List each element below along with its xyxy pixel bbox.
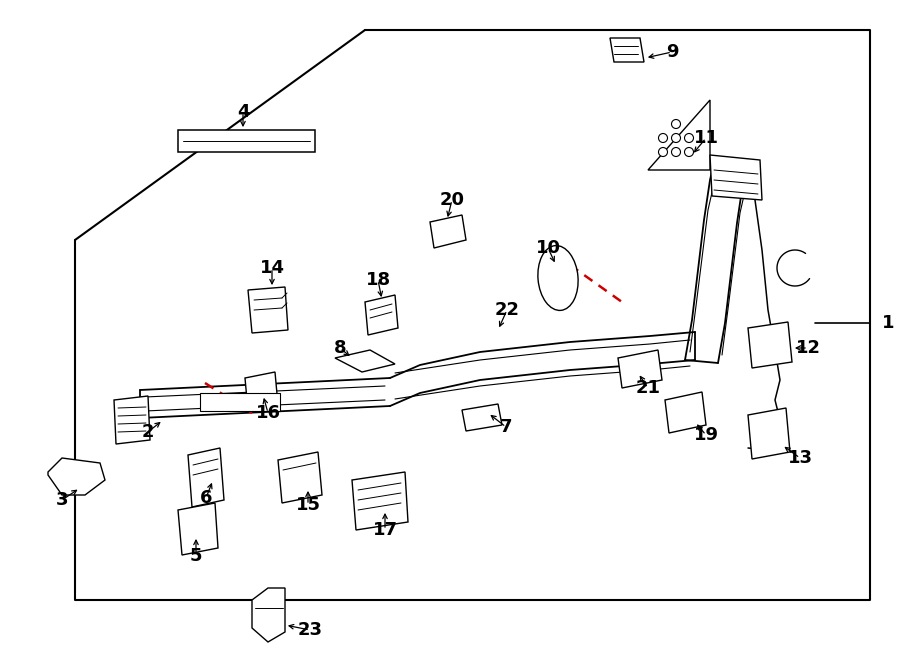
Text: 16: 16 (256, 404, 281, 422)
Text: 15: 15 (295, 496, 320, 514)
Text: 1: 1 (882, 314, 895, 332)
Text: 22: 22 (494, 301, 519, 319)
Polygon shape (114, 396, 150, 444)
Text: 17: 17 (373, 521, 398, 539)
Text: 9: 9 (666, 43, 679, 61)
Text: 14: 14 (259, 259, 284, 277)
Text: 5: 5 (190, 547, 203, 565)
Polygon shape (365, 295, 398, 335)
Circle shape (659, 134, 668, 143)
Text: 6: 6 (200, 489, 212, 507)
Polygon shape (610, 38, 644, 62)
Polygon shape (335, 350, 395, 372)
Polygon shape (278, 452, 322, 503)
Text: 3: 3 (56, 491, 68, 509)
Bar (200, 393, 280, 411)
Polygon shape (352, 472, 408, 530)
Polygon shape (748, 322, 792, 368)
Polygon shape (648, 100, 710, 170)
Circle shape (659, 147, 668, 157)
Text: 2: 2 (142, 423, 154, 441)
Text: 12: 12 (796, 339, 821, 357)
Polygon shape (248, 287, 288, 333)
Polygon shape (178, 503, 218, 555)
Circle shape (685, 134, 694, 143)
Polygon shape (178, 130, 315, 152)
Text: 11: 11 (694, 129, 718, 147)
Text: 10: 10 (536, 239, 561, 257)
Text: 21: 21 (635, 379, 661, 397)
Polygon shape (430, 215, 466, 248)
Circle shape (685, 147, 694, 157)
Text: 20: 20 (439, 191, 464, 209)
Text: 8: 8 (334, 339, 346, 357)
Text: 4: 4 (237, 103, 249, 121)
Polygon shape (618, 350, 662, 388)
Text: 13: 13 (788, 449, 813, 467)
Text: 7: 7 (500, 418, 512, 436)
Text: 19: 19 (694, 426, 718, 444)
Polygon shape (48, 458, 105, 495)
Polygon shape (188, 448, 224, 507)
Polygon shape (462, 404, 502, 431)
Polygon shape (245, 372, 278, 411)
Circle shape (671, 120, 680, 128)
Text: 18: 18 (365, 271, 391, 289)
Polygon shape (665, 392, 706, 433)
Ellipse shape (538, 246, 578, 311)
Text: 23: 23 (298, 621, 322, 639)
Polygon shape (748, 408, 790, 459)
Polygon shape (710, 155, 762, 200)
Circle shape (671, 134, 680, 143)
Polygon shape (252, 588, 285, 642)
Circle shape (671, 147, 680, 157)
